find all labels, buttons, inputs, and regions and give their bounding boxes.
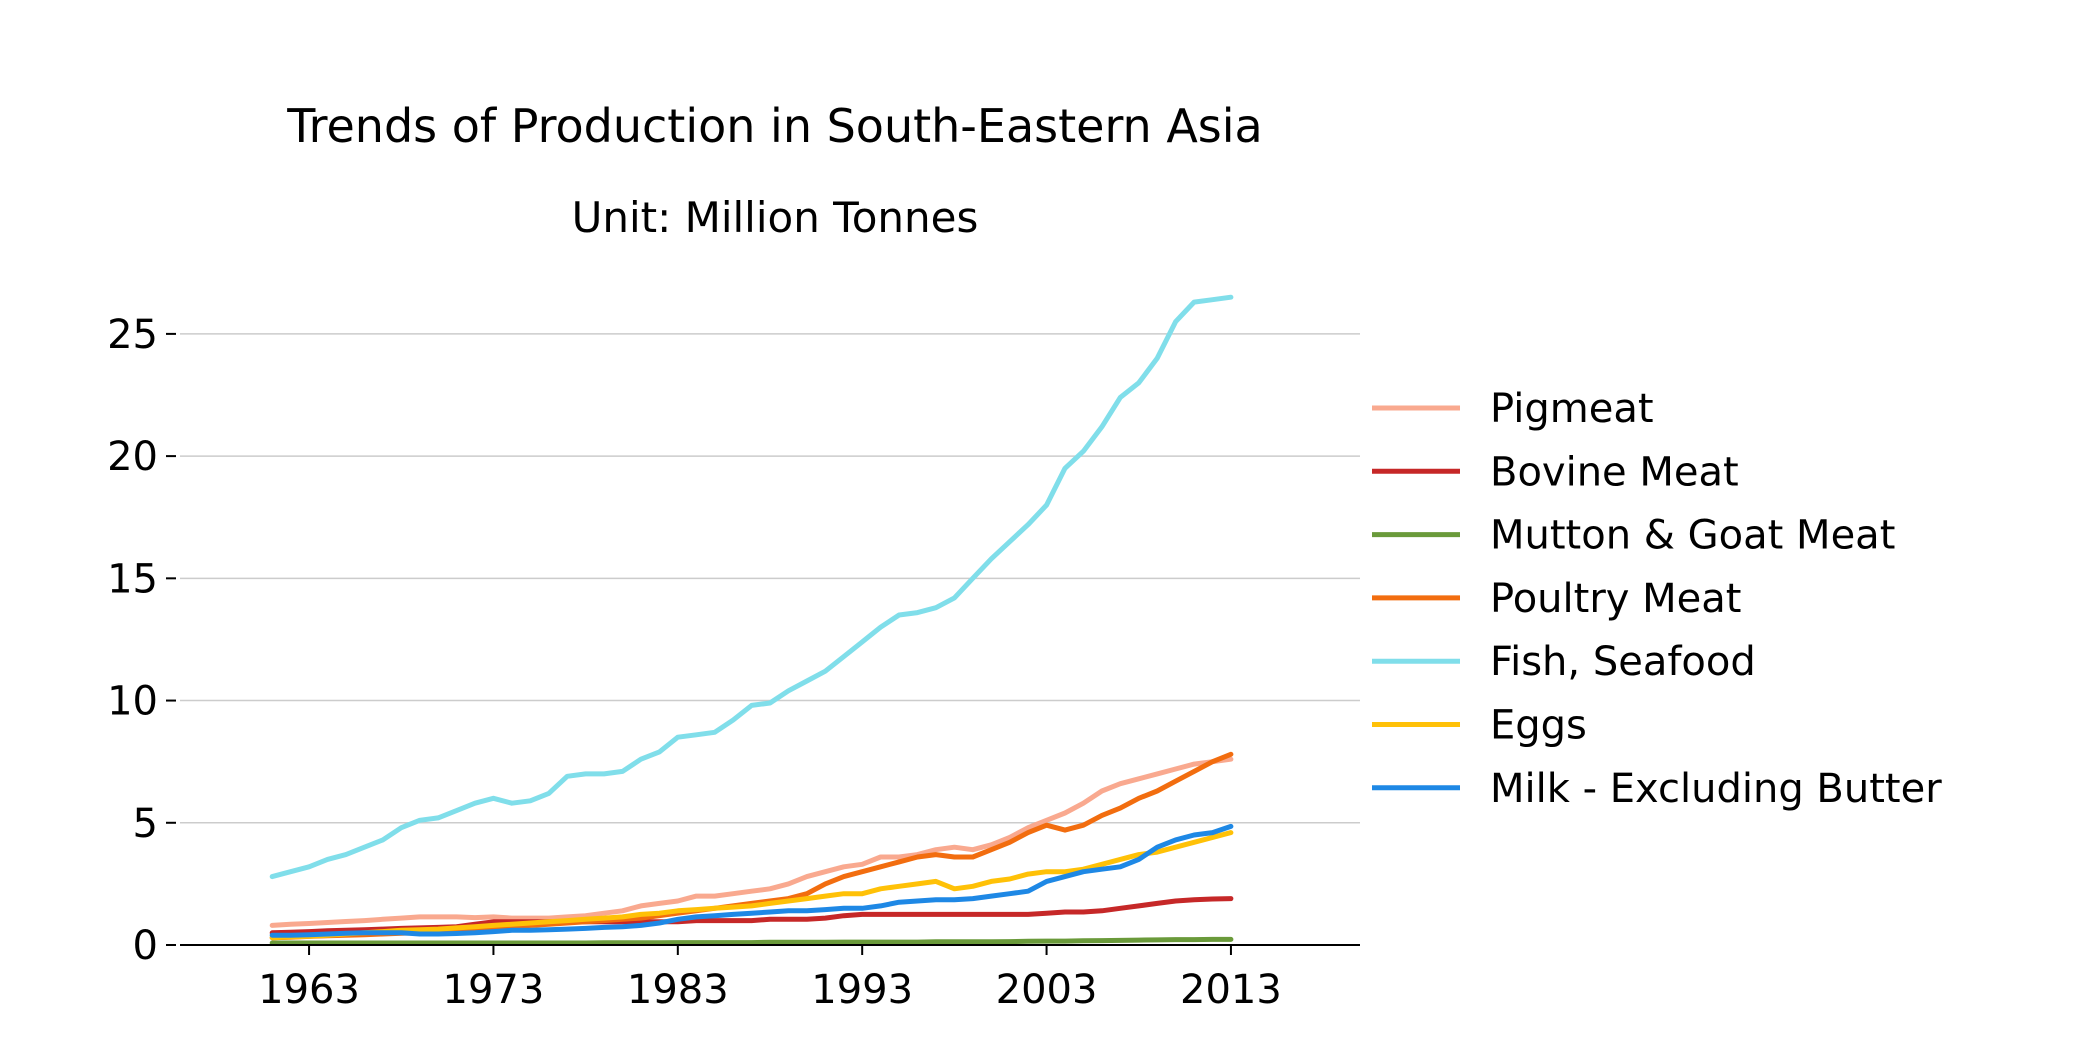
legend-label: Poultry Meat (1490, 576, 1741, 622)
x-tick-label: 1973 (443, 967, 545, 1013)
plot-area (269, 294, 1234, 946)
y-tick-label: 5 (133, 801, 158, 847)
axes: 0 5 10 15 20 25 1963 1973 1983 1993 2003 2013 (107, 312, 1360, 1013)
y-tick-label: 15 (107, 556, 158, 602)
legend-label: Milk - Excluding Butter (1490, 766, 1942, 812)
series-line-5 (269, 830, 1234, 941)
y-tick-label: 10 (107, 679, 158, 725)
legend-label: Pigmeat (1490, 386, 1654, 432)
legend-label: Eggs (1490, 703, 1587, 749)
legend-label: Fish, Seafood (1490, 639, 1756, 685)
legend-label: Bovine Meat (1490, 449, 1739, 495)
x-tick-label: 2013 (1180, 967, 1282, 1013)
x-tick-label: 1963 (258, 967, 360, 1013)
chart-title: Trends of Production in South-Eastern As… (286, 99, 1262, 153)
x-tick-label: 1983 (627, 967, 729, 1013)
series-line-6 (269, 823, 1234, 938)
legend-label: Mutton & Goat Meat (1490, 513, 1895, 559)
chart-subtitle: Unit: Million Tonnes (572, 193, 979, 242)
x-tick-label: 1993 (811, 967, 913, 1013)
y-tick-label: 25 (107, 312, 158, 358)
legend: Pigmeat Bovine Meat Mutton & Goat Meat Poul… (1372, 386, 1942, 812)
series-line-4 (269, 294, 1234, 880)
y-tick-label: 20 (107, 434, 158, 480)
series-line-0 (269, 756, 1234, 928)
gridlines (180, 333, 1360, 824)
x-tick-label: 2003 (996, 967, 1098, 1013)
y-tick-label: 0 (133, 923, 158, 969)
series-line-2 (269, 936, 1234, 946)
